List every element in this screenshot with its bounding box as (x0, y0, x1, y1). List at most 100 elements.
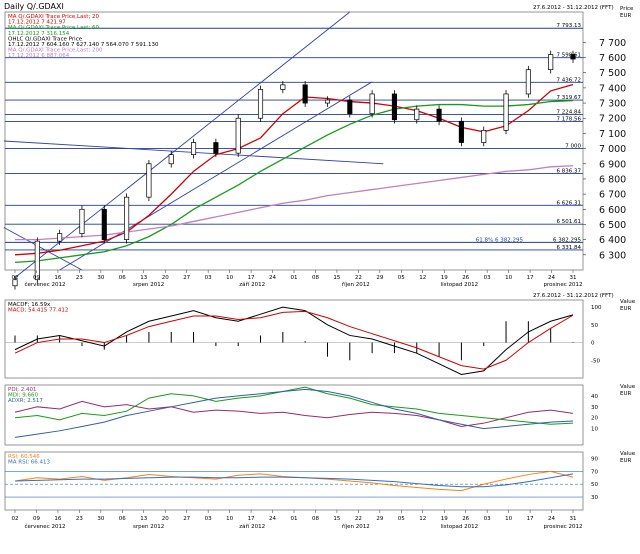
bottom-date-tick-label: 24 (548, 516, 555, 522)
bottom-month-label: srpen 2012 (133, 524, 164, 530)
date-tick-label: 29 (376, 275, 383, 281)
price-unit: EUR (620, 13, 632, 19)
price-legend-item: OHLC Q/.GDAXI Trace Price (8, 36, 83, 42)
bottom-date-tick-label: 20 (162, 516, 169, 522)
dmi-y-tick-label: 30 (591, 405, 598, 411)
bottom-month-label: prosinec 2012 (543, 524, 582, 530)
month-label: listopad 2012 (441, 282, 479, 288)
candle-body (213, 142, 219, 154)
candle-body (548, 54, 554, 71)
macd-panel (4, 299, 584, 379)
candle-body (414, 108, 420, 121)
rsi-y-tick-label: 90 (591, 456, 598, 462)
candle-body (34, 240, 40, 281)
date-tick-label: 13 (140, 275, 147, 281)
price-legend-item: 17.12.2012 6 887.064 (8, 53, 70, 59)
candle-body (481, 130, 487, 143)
price-ma-line-3 (15, 165, 574, 241)
date-tick-label: 17 (527, 275, 534, 281)
macd-signal-line (14, 310, 574, 370)
horizontal-level-label: 7 436.72 (557, 77, 582, 83)
macd-legend-item: MACD; 54.415 77.412 (8, 308, 68, 314)
price-y-tick-label: 7 400 (599, 83, 626, 94)
rsi-value-label: Value (620, 451, 636, 457)
horizontal-level-label: 7 000 (565, 144, 581, 150)
date-tick-label: 03 (484, 275, 491, 281)
bottom-date-tick-label: 17 (248, 516, 255, 522)
rsi-unit: EUR (620, 458, 632, 464)
horizontal-level-label: 7 793.13 (557, 23, 582, 29)
candle-body (302, 84, 308, 104)
bottom-month-label: červenec 2012 (25, 523, 66, 530)
month-label: září 2012 (239, 281, 265, 288)
price-ma-line-2 (14, 99, 574, 264)
bottom-date-tick-label: 19 (441, 516, 448, 522)
bottom-date-tick-label: 26 (462, 516, 469, 522)
bottom-date-tick-label: 06 (119, 516, 126, 522)
candle-body (235, 117, 241, 154)
dmi-legend-item: MDI; 9.660 (8, 393, 38, 399)
candle-body (369, 93, 375, 115)
horizontal-level-label: 7 319.67 (557, 95, 582, 101)
date-tick-label: 17 (248, 275, 255, 281)
bottom-date-tick-label: 31 (570, 516, 577, 522)
dmi-legend-item: ADXR; 2.517 (8, 398, 43, 404)
bottom-month-label: říjen 2012 (342, 523, 370, 530)
horizontal-level-label: 6 836.37 (557, 168, 582, 174)
horizontal-level-label: 7 598.61 (557, 53, 582, 59)
bottom-date-tick-label: 27 (183, 516, 190, 522)
dmi-legend-item: PDI; 2.401 (8, 387, 37, 393)
candle-body (324, 99, 331, 104)
bottom-date-tick-label: 03 (484, 516, 491, 522)
price-panel (4, 11, 584, 271)
price-y-tick-label: 6 400 (599, 235, 626, 246)
candle-body (146, 163, 152, 198)
date-tick-label: 06 (119, 275, 126, 281)
date-tick-label: 30 (97, 275, 104, 281)
price-y-tick-label: 7 100 (599, 129, 626, 140)
dmi-line-3 (14, 388, 574, 438)
bottom-date-tick-label: 22 (355, 516, 362, 522)
date-tick-label: 15 (333, 275, 340, 281)
macd-date-range: 27.6.2012 - 31.12.2012 (FFT) (533, 293, 614, 299)
bottom-date-tick-label: 08 (312, 516, 319, 522)
bottom-date-tick-label: 15 (333, 516, 340, 522)
bottom-date-tick-label: 03 (205, 516, 212, 522)
price-legend-item: 17.12.2012 7 604.160 7 627.140 7 564.070… (8, 42, 159, 48)
price-label: Price (620, 6, 634, 12)
rsi-legend-item: RSI; 60.546 (8, 454, 40, 460)
month-label: srpen 2012 (133, 282, 164, 288)
rsi-line-2 (14, 473, 574, 488)
price-y-tick-label: 7 500 (599, 68, 626, 79)
date-tick-label: 16 (54, 275, 61, 281)
price-y-tick-label: 7 000 (599, 144, 626, 155)
date-tick-label: 02 (12, 275, 19, 281)
macd-y-tick-label: 0 (591, 341, 595, 347)
candle-body (525, 69, 531, 95)
bottom-date-tick-label: 10 (505, 516, 512, 522)
date-tick-label: 12 (419, 275, 426, 281)
date-tick-label: 27 (183, 275, 190, 281)
date-tick-label: 10 (505, 275, 512, 281)
date-tick-label: 20 (162, 275, 169, 281)
price-y-tick-label: 6 600 (599, 205, 626, 216)
candle-body (168, 154, 174, 165)
chart-title: Daily Q/.GDAXI (4, 2, 64, 11)
rsi-y-tick-label: 70 (591, 469, 598, 475)
price-legend-item: 17.12.2012 7 421.97 (8, 20, 66, 26)
channel-upper (14, 11, 351, 278)
bottom-date-tick-label: 30 (97, 516, 104, 522)
date-range: 27.6.2012 - 31.12.2012 (FFT) (533, 5, 614, 11)
candle-body (257, 89, 264, 119)
price-y-tick-label: 6 700 (599, 190, 626, 201)
price-y-tick-label: 6 800 (599, 174, 626, 185)
channel-start (3, 227, 83, 271)
price-y-tick-label: 7 700 (599, 38, 626, 49)
date-tick-label: 05 (398, 275, 405, 281)
bottom-date-tick-label: 09 (33, 516, 40, 522)
price-y-tick-label: 6 300 (599, 250, 626, 261)
price-legend-item: MA Q/.GDAXI Trace Price,Last; 200 (8, 48, 103, 54)
rsi-y-tick-label: 30 (591, 495, 598, 501)
